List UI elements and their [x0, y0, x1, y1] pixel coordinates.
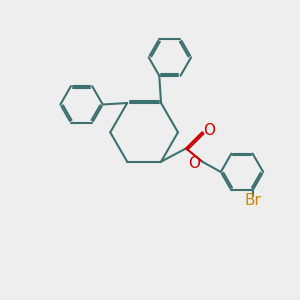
Text: O: O: [204, 123, 216, 138]
Text: O: O: [188, 156, 200, 171]
Text: Br: Br: [244, 193, 261, 208]
